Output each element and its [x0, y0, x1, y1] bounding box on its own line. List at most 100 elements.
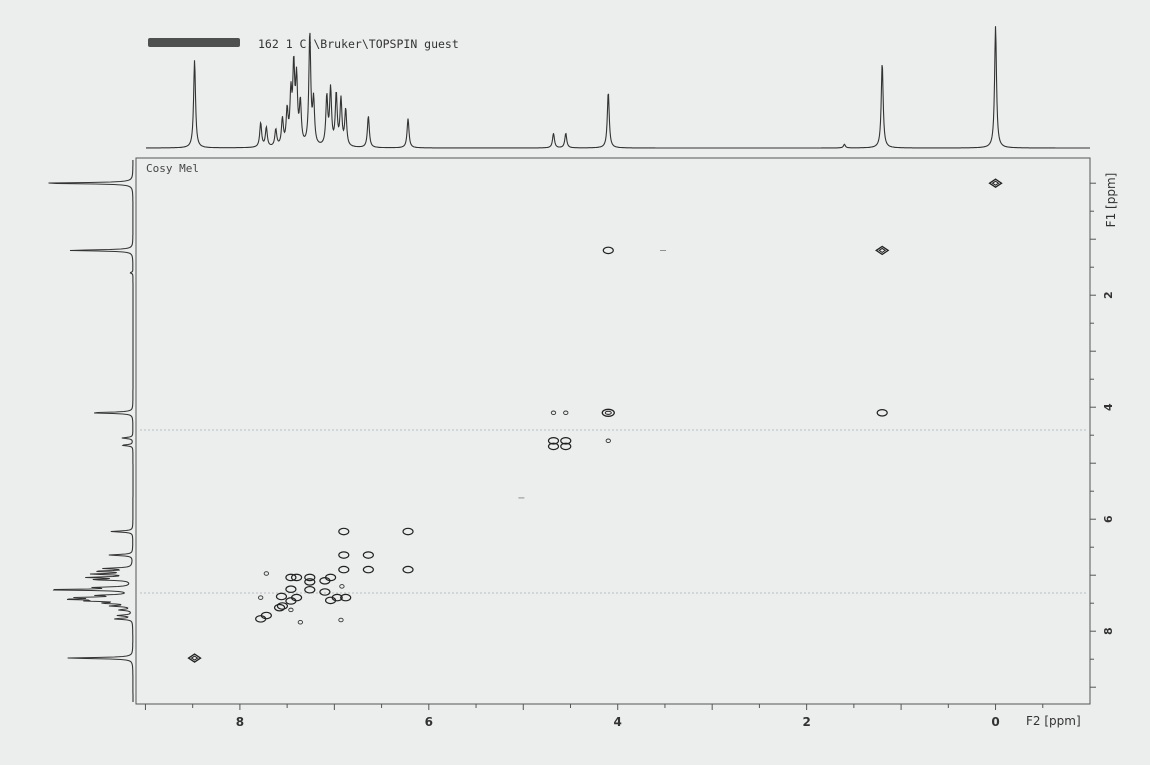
cross-peak-contour [187, 653, 202, 663]
cross-peak-contour [563, 410, 569, 416]
cross-peak-contour [339, 584, 345, 589]
x-tick-label: 8 [236, 715, 244, 729]
y-axis: 2 4 6 8 [1089, 158, 1115, 704]
cross-peak [331, 593, 343, 602]
cross-peak [550, 410, 557, 416]
cross-peak [304, 585, 316, 594]
x-tick-label: 2 [802, 715, 810, 729]
cross-peak [263, 571, 269, 576]
cross-peak [258, 595, 264, 600]
cross-peak-contour [275, 592, 288, 601]
cross-peak-contour [285, 585, 297, 594]
cross-peak-contour [601, 408, 615, 417]
cross-peak-contour [297, 619, 304, 625]
cross-peak [362, 551, 374, 559]
cross-peak-contour [290, 573, 303, 582]
cross-peak-contour [338, 617, 344, 623]
experiment-label: Cosy Mel [146, 162, 199, 175]
cross-peak-contour [304, 585, 316, 594]
cross-peak [338, 565, 350, 574]
cross-peak-contour [276, 602, 289, 610]
cross-peak [304, 578, 316, 586]
cross-peak-contour [288, 607, 294, 613]
cross-peak [297, 619, 304, 625]
y-tick-label: 8 [1102, 627, 1115, 635]
redacted-name-scribble [148, 38, 240, 47]
cross-peak [560, 436, 572, 445]
cross-peak-contour [550, 410, 557, 416]
cross-peak-contour [338, 551, 350, 559]
cross-peak-contour [605, 438, 611, 444]
x-axis-label: F2 [ppm] [1026, 714, 1081, 728]
cross-peak-contour [258, 595, 264, 600]
cross-peak-contour [991, 180, 1000, 186]
cross-peak-contour [263, 571, 269, 576]
cross-peak-contour [560, 442, 572, 451]
cross-peak [285, 597, 297, 605]
y-tick-label: 6 [1102, 515, 1115, 523]
y-tick-label: 4 [1102, 403, 1115, 411]
cross-peak-contour [340, 593, 352, 602]
cross-peak [402, 565, 414, 574]
f1-projection-trace [48, 160, 134, 702]
cross-peak [285, 585, 297, 594]
y-axis-label: F1 [ppm] [1104, 173, 1118, 228]
x-tick-label: 4 [614, 715, 622, 729]
cross-peak-contour [988, 178, 1003, 188]
cross-peak [319, 576, 331, 585]
plot-frame [135, 157, 1091, 705]
cross-peak [988, 178, 1003, 188]
dataset-header: 162 1 C:\Bruker\TOPSPIN guest [148, 37, 459, 51]
f2-projection-trace [146, 26, 1090, 149]
cross-peak-contour [285, 573, 297, 582]
cross-peak-contour [273, 603, 286, 612]
cross-peaks [187, 178, 1003, 663]
cross-peak-contour [304, 573, 316, 582]
cross-peak-contour [319, 588, 331, 596]
cross-peak-contour [304, 578, 316, 586]
cross-peak [875, 245, 890, 256]
cross-peak-contour [338, 527, 350, 536]
cross-peak [187, 653, 202, 663]
cross-peak-contour [402, 527, 414, 536]
cross-peak-contour [875, 245, 890, 256]
cross-peak [339, 584, 345, 589]
dataset-path: 162 1 C:\Bruker\TOPSPIN guest [258, 37, 459, 51]
cross-peak [560, 442, 572, 451]
cross-peak-contour [602, 246, 614, 255]
cross-peak-contour [331, 593, 343, 602]
cross-peak [288, 607, 294, 613]
cross-peak-contour [362, 565, 374, 574]
cross-peak-contour [560, 436, 572, 445]
cross-peak-contour [362, 551, 374, 559]
cross-peak [402, 527, 414, 536]
cross-peak-contour [604, 410, 612, 415]
cross-peak [547, 442, 560, 451]
cross-peak [285, 573, 297, 582]
x-tick-label: 0 [991, 715, 999, 729]
cross-peak-contour [255, 615, 267, 623]
cross-peak [601, 408, 615, 417]
cross-peak-contour [319, 576, 331, 585]
cross-peak-contour [547, 436, 560, 445]
cross-peak [273, 603, 286, 612]
cross-peak-contour [285, 597, 297, 605]
cross-peak-contour [878, 247, 887, 254]
cross-peak [876, 408, 888, 417]
cross-peak [563, 410, 569, 416]
cross-peak [340, 593, 352, 602]
cross-peak [338, 551, 350, 559]
cross-peak-contour [876, 408, 888, 417]
cross-peak [290, 573, 303, 582]
cross-peak [362, 565, 374, 574]
cross-peak [338, 617, 344, 623]
cross-peak [547, 436, 560, 445]
cross-peak-contour [547, 442, 560, 451]
x-tick-label: 6 [425, 715, 433, 729]
cross-peak [602, 246, 614, 255]
cross-peak-contour [402, 565, 414, 574]
cross-peak [605, 438, 611, 444]
cross-peak [276, 602, 289, 610]
